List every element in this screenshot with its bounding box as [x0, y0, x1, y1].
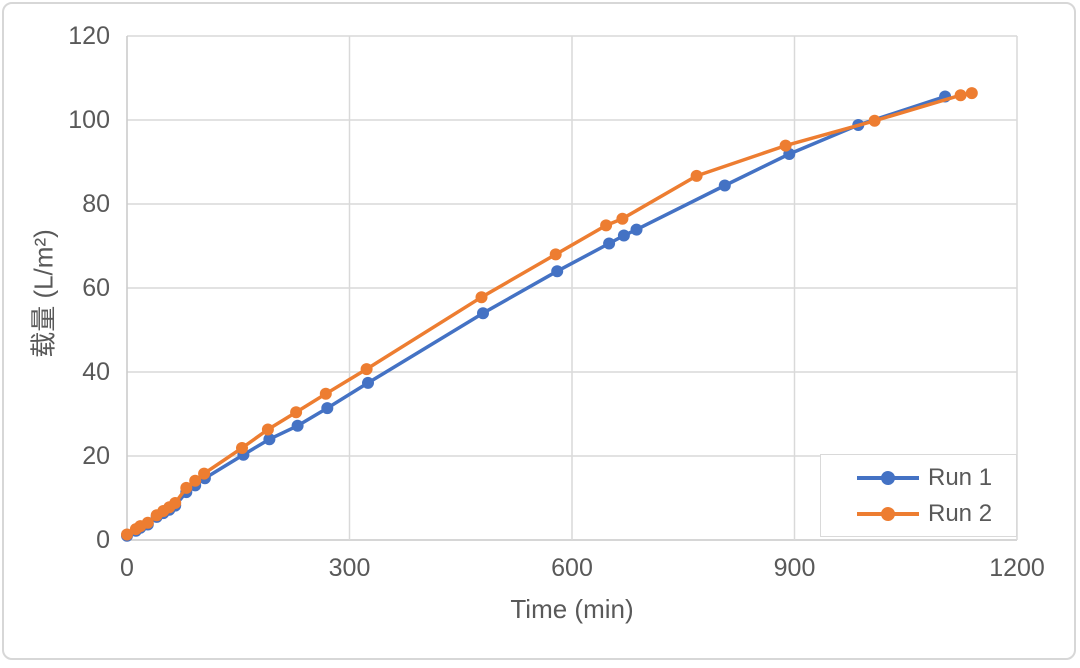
x-tick-label: 300	[328, 554, 371, 582]
y-tick-label: 60	[82, 274, 110, 302]
data-point-run2	[141, 516, 154, 529]
plot-area	[121, 35, 1018, 542]
data-point-run2	[690, 169, 703, 182]
data-point-run2	[965, 87, 978, 100]
data-point-run1	[617, 229, 630, 242]
legend-item-run1: Run 1	[857, 464, 1016, 492]
data-point-run1	[630, 223, 643, 236]
x-tick-label: 1200	[989, 554, 1045, 582]
data-point-run2	[290, 406, 303, 419]
x-axis-title: Time (min)	[510, 594, 634, 624]
data-point-run1	[321, 402, 334, 415]
y-tick-label: 20	[82, 442, 110, 470]
data-point-run2	[549, 248, 562, 261]
data-point-run2	[616, 212, 629, 225]
x-tick-label: 600	[551, 554, 593, 582]
y-tick-label: 80	[82, 190, 110, 218]
data-point-run2	[475, 291, 488, 304]
data-point-run2	[121, 528, 133, 541]
data-point-run1	[362, 376, 374, 389]
legend-label-run2: Run 2	[928, 499, 993, 527]
data-point-run1	[291, 419, 304, 432]
data-point-run1	[263, 433, 276, 446]
data-point-run1	[477, 307, 489, 320]
data-point-run2	[779, 139, 792, 152]
data-point-run2	[169, 497, 182, 509]
legend-item-run2: Run 2	[857, 500, 1016, 528]
data-point-run2	[868, 114, 881, 127]
data-point-run2	[198, 467, 211, 480]
x-tick-label: 0	[120, 554, 134, 582]
x-tick-label: 900	[773, 554, 816, 582]
data-point-run2	[360, 363, 373, 376]
data-point-run2	[319, 387, 332, 400]
legend-label-run1: Run 1	[928, 463, 993, 491]
data-point-run1	[718, 179, 731, 192]
y-tick-label: 0	[96, 526, 110, 554]
y-tick-label: 40	[82, 358, 110, 386]
run2-line-marker-swatch	[857, 506, 919, 521]
data-point-run2	[236, 442, 248, 454]
data-point-run1	[551, 265, 564, 278]
run1-line-marker-swatch	[857, 470, 919, 485]
y-tick-label: 100	[68, 106, 110, 134]
legend: Run 1 Run 2	[820, 454, 1017, 537]
data-point-run2	[189, 474, 202, 487]
chart-frame: 0 20 40 60 80 100 120 0 300 600 900 1200 载量 (L/m²)…	[2, 2, 1076, 660]
y-tick-label: 120	[68, 22, 110, 50]
data-point-run2	[954, 89, 967, 102]
y-axis-title: 载量 (L/m²)	[28, 229, 59, 358]
data-point-run2	[600, 219, 613, 232]
data-point-run1	[603, 237, 616, 250]
data-point-run2	[261, 423, 274, 436]
data-point-run2	[180, 481, 193, 494]
